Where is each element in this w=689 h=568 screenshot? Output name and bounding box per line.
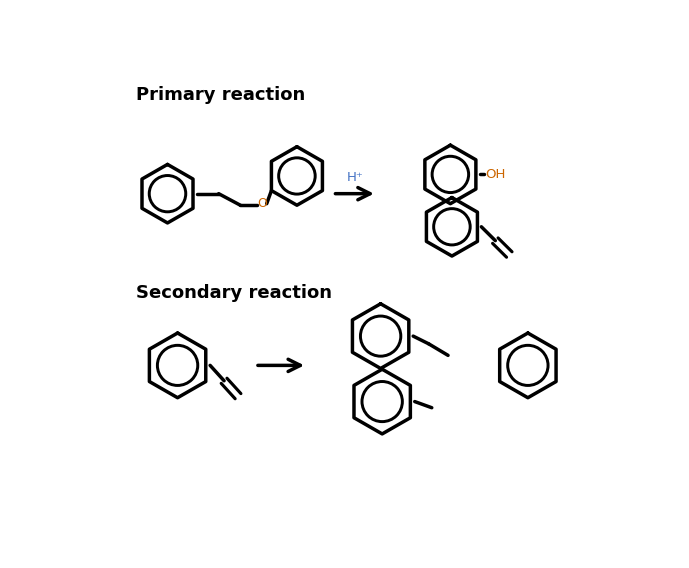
Text: O: O (257, 197, 267, 210)
Text: OH: OH (485, 168, 506, 181)
Text: Primary reaction: Primary reaction (136, 86, 306, 104)
Text: Secondary reaction: Secondary reaction (136, 284, 333, 302)
Text: H⁺: H⁺ (347, 170, 363, 183)
